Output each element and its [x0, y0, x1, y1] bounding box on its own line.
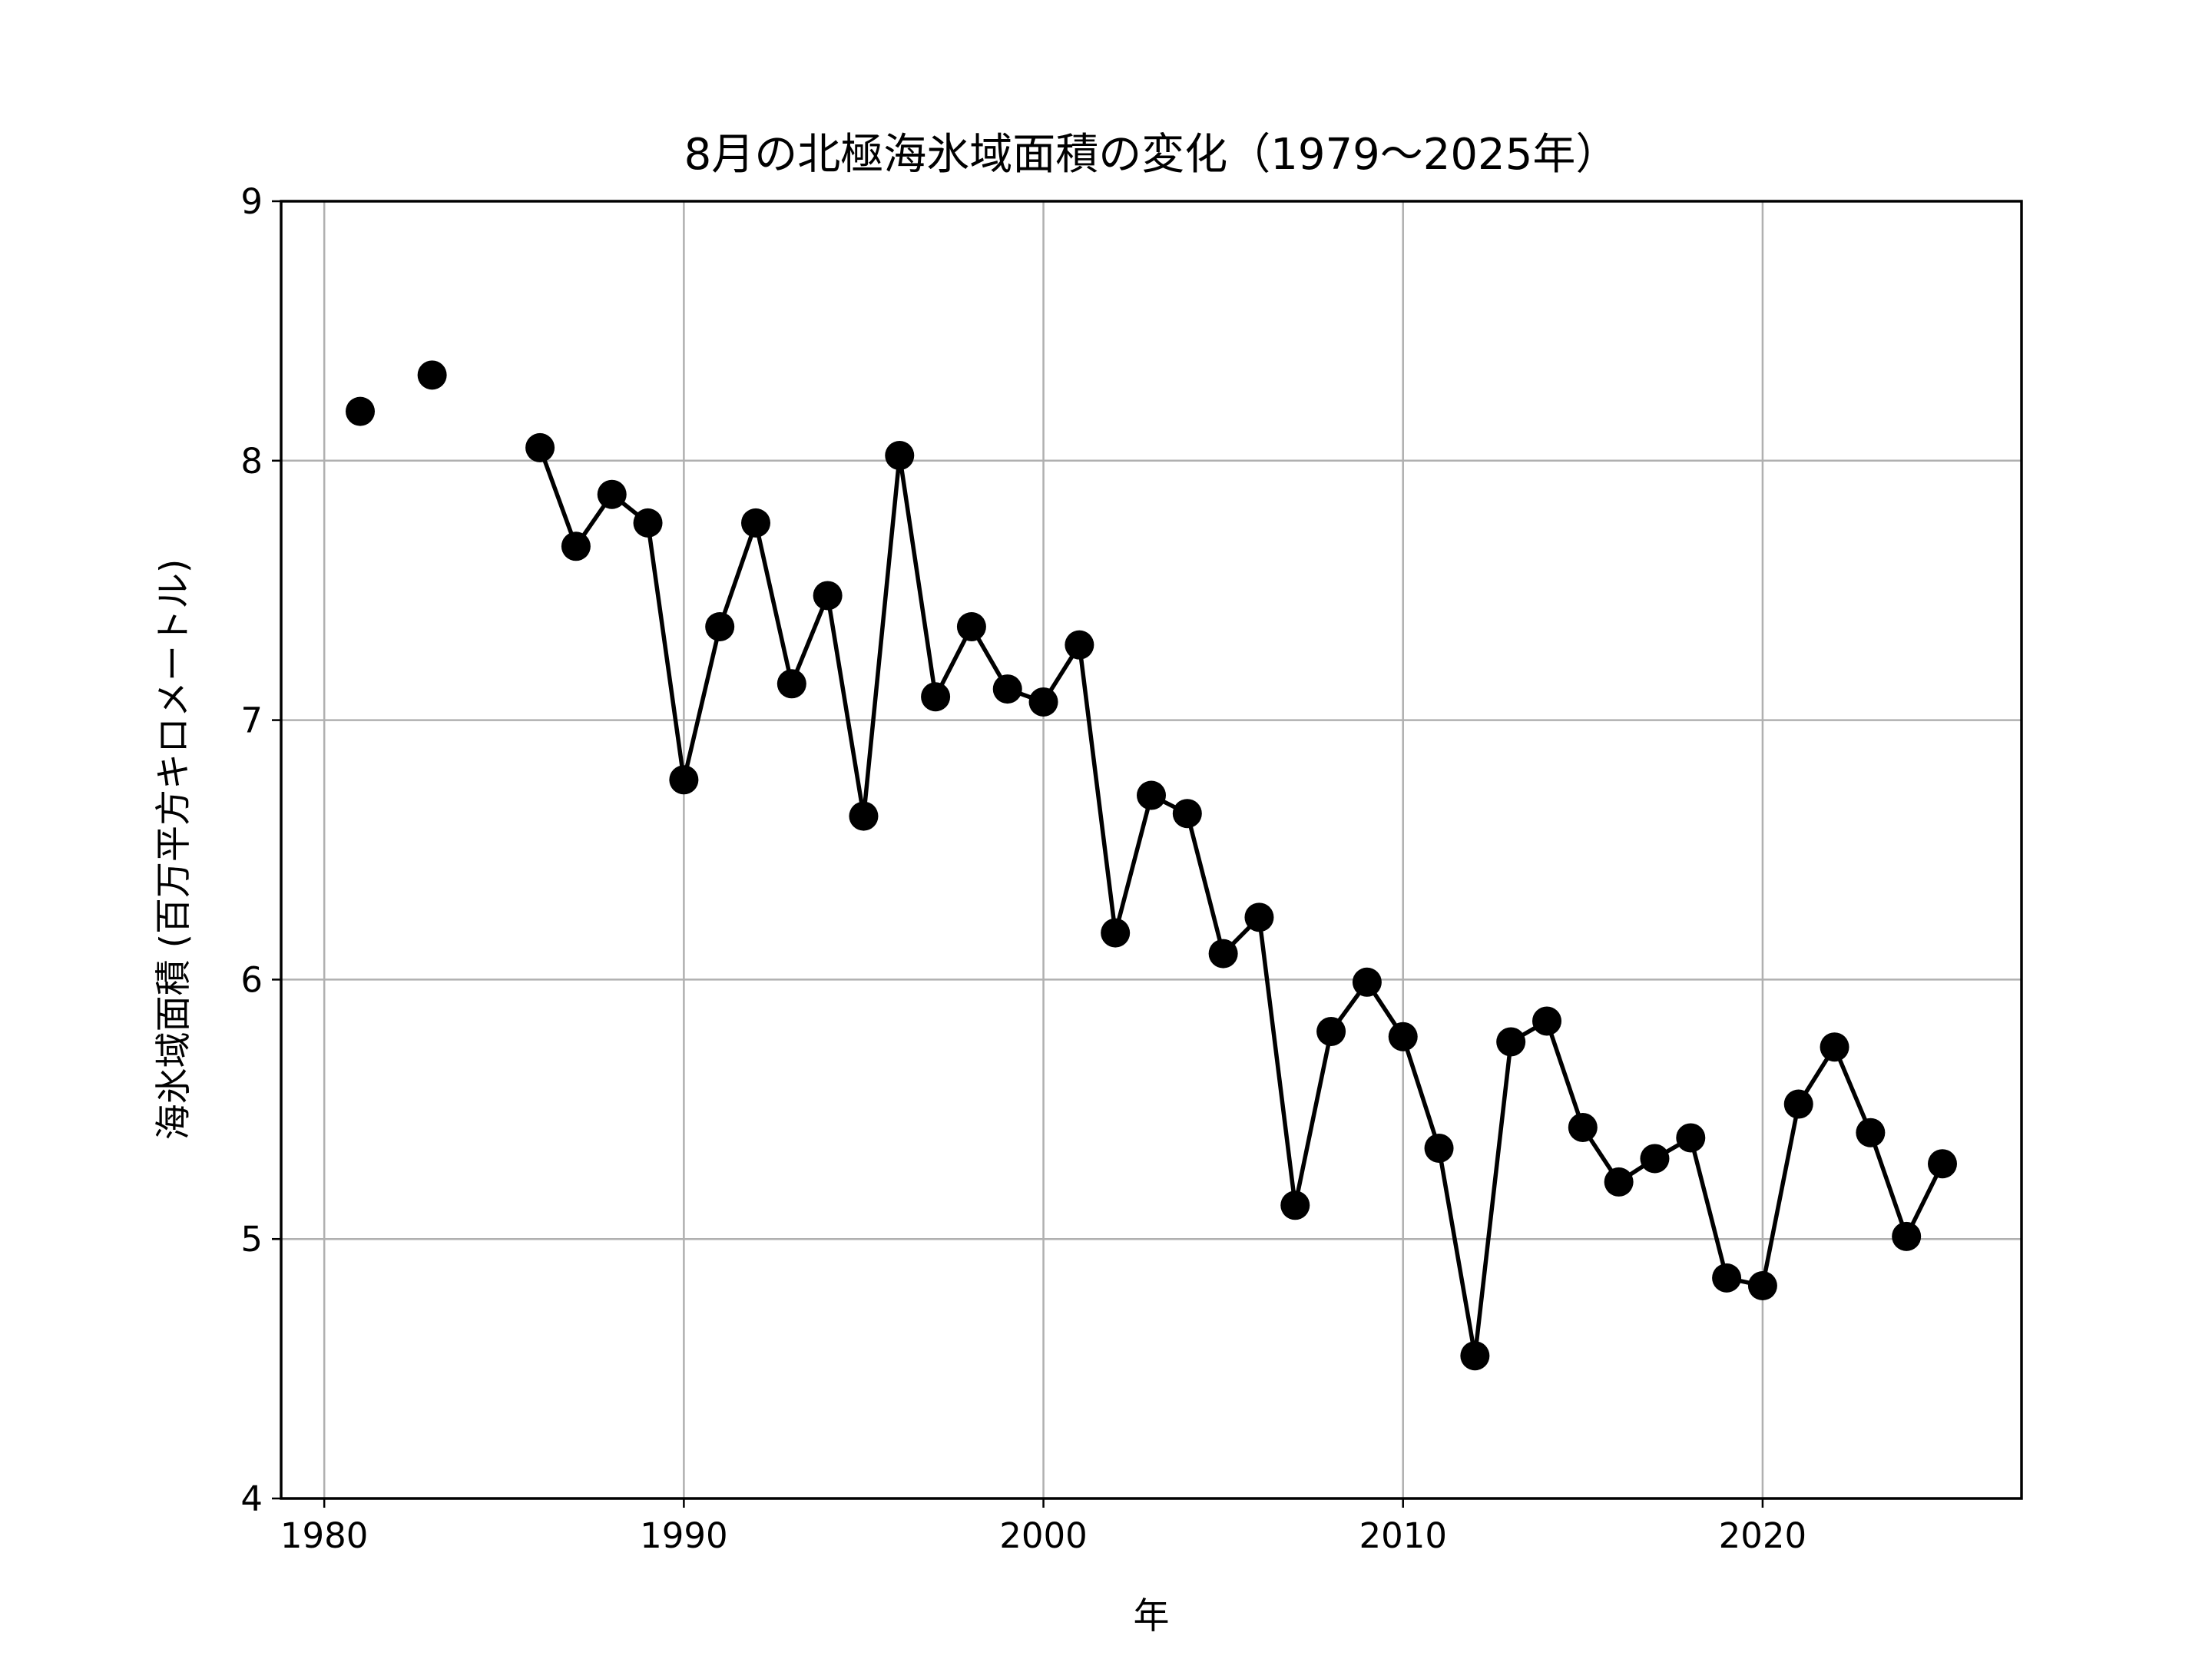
data-point: [633, 508, 663, 538]
data-point: [1280, 1190, 1310, 1220]
data-point: [1352, 967, 1382, 997]
data-point: [1065, 630, 1094, 660]
plot-frame: [280, 200, 2023, 1500]
data-point: [1028, 687, 1058, 717]
data-point: [1424, 1133, 1454, 1163]
x-axis-label: 年: [1134, 1595, 1170, 1637]
x-tick-label: 2010: [1359, 1515, 1447, 1556]
chart-title: 8月の北極海氷域面積の変化（1979～2025年）: [684, 130, 1619, 180]
y-tick-label: 4: [240, 1479, 263, 1519]
data-point: [1208, 939, 1238, 969]
data-point: [1137, 780, 1166, 810]
data-point: [1244, 902, 1274, 932]
data-point: [1892, 1221, 1922, 1251]
x-tick-label: 2020: [1719, 1515, 1807, 1556]
data-point: [597, 479, 627, 509]
y-tick-label: 8: [240, 441, 263, 482]
y-axis-label: 海氷域面積 (百万平方キロメートル): [153, 559, 195, 1141]
data-point: [1532, 1006, 1561, 1036]
data-point: [1388, 1022, 1418, 1051]
data-point: [1604, 1167, 1634, 1197]
y-tick-label: 7: [240, 700, 263, 741]
data-point: [1712, 1263, 1742, 1293]
series: [346, 360, 1957, 1371]
data-point: [1856, 1118, 1886, 1147]
data-point: [777, 669, 806, 699]
x-tick-label: 1990: [640, 1515, 728, 1556]
data-point: [956, 611, 986, 641]
data-point: [849, 801, 879, 831]
y-tick-label: 5: [240, 1219, 263, 1260]
data-point: [1820, 1032, 1849, 1062]
data-point: [1496, 1027, 1526, 1057]
data-point: [1928, 1149, 1957, 1179]
series-line: [538, 446, 1945, 1358]
data-point: [741, 508, 770, 538]
ticks: 1980 1990 2000 2010 2020 4 5 6 7 8 9: [240, 181, 1806, 1556]
data-point: [813, 581, 843, 611]
data-point: [417, 360, 447, 390]
data-point: [561, 531, 591, 561]
y-tick-label: 6: [240, 959, 263, 1000]
data-point: [1568, 1112, 1598, 1142]
data-point: [346, 396, 375, 426]
data-point: [1101, 918, 1131, 948]
x-tick-label: 1980: [280, 1515, 369, 1556]
data-point: [1640, 1144, 1670, 1174]
data-point: [992, 674, 1022, 704]
data-point: [1747, 1271, 1777, 1301]
data-point: [1316, 1016, 1346, 1046]
data-point: [921, 682, 951, 712]
data-point: [1460, 1341, 1490, 1371]
data-point: [525, 432, 555, 462]
x-tick-label: 2000: [999, 1515, 1088, 1556]
data-point: [1172, 799, 1202, 829]
data-point: [705, 611, 735, 641]
y-tick-label: 9: [240, 181, 263, 222]
data-point: [885, 441, 915, 471]
data-point: [1783, 1089, 1813, 1119]
data-point: [1676, 1123, 1706, 1153]
data-point: [669, 765, 699, 795]
